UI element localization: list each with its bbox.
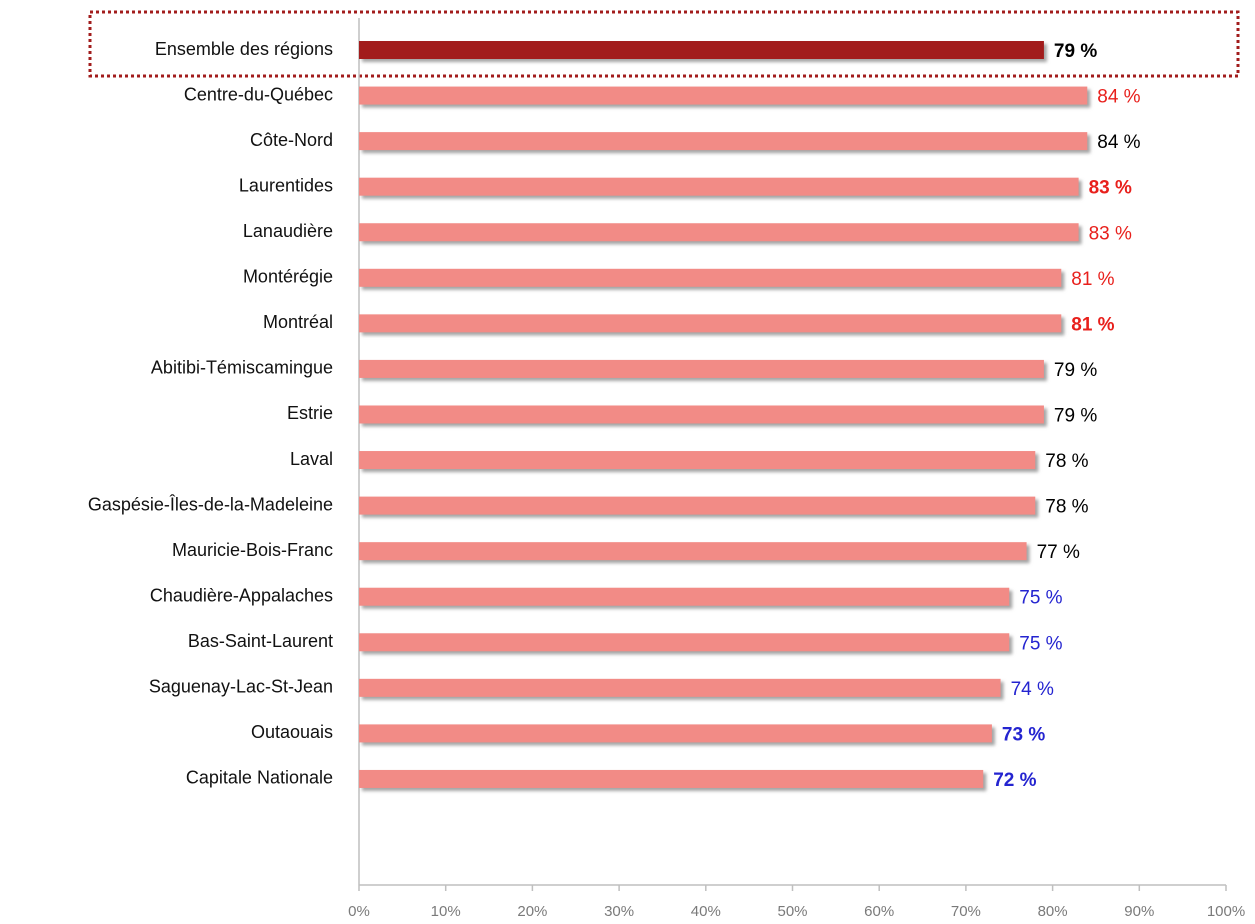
category-label: Laurentides [239,175,333,195]
bar [359,359,1044,378]
value-label: 81 % [1071,314,1114,335]
x-tick-label: 70% [951,903,981,920]
x-tick-label: 90% [1124,903,1154,920]
x-tick-label: 100% [1207,903,1245,920]
bar [359,177,1079,196]
category-label: Gaspésie-Îles-de-la-Madeleine [88,494,333,514]
bar [359,724,992,743]
bar [359,405,1044,424]
value-label: 75 % [1019,633,1062,654]
bar [359,86,1088,105]
category-label: Saguenay-Lac-St-Jean [149,677,333,697]
category-label: Laval [290,449,333,469]
bar [359,633,1010,652]
category-label: Côte-Nord [250,130,333,150]
category-label: Estrie [287,403,333,423]
category-label: Centre-du-Québec [184,84,333,104]
value-label: 75 % [1019,588,1062,609]
value-label: 78 % [1045,497,1088,518]
category-label: Montérégie [243,267,333,287]
value-label: 79 % [1054,405,1097,426]
bar [359,132,1088,151]
value-label: 84 % [1097,87,1140,108]
value-label: 84 % [1097,132,1140,153]
value-label: 83 % [1089,178,1132,199]
value-label: 74 % [1011,679,1054,700]
bar [359,496,1036,515]
bar [359,268,1062,287]
x-tick-label: 60% [864,903,894,920]
bar [359,587,1010,606]
x-tick-label: 30% [604,903,634,920]
bar [359,678,1001,697]
category-label: Outaouais [251,722,333,742]
category-label: Bas-Saint-Laurent [188,631,333,651]
bar [359,769,984,788]
value-label: 83 % [1089,223,1132,244]
category-label: Mauricie-Bois-Franc [172,540,333,560]
category-label: Ensemble des régions [155,39,333,59]
value-label: 73 % [1002,724,1045,745]
value-label: 79 % [1054,41,1097,62]
value-label: 72 % [993,770,1036,791]
value-label: 79 % [1054,360,1097,381]
x-tick-label: 80% [1038,903,1068,920]
category-label: Abitibi-Témiscamingue [151,358,333,378]
category-label: Montréal [263,312,333,332]
category-label: Chaudière-Appalaches [150,585,333,605]
bar [359,314,1062,333]
x-tick-label: 50% [777,903,807,920]
bar [359,41,1044,59]
x-tick-label: 0% [348,903,370,920]
value-label: 78 % [1045,451,1088,472]
x-tick-label: 20% [517,903,547,920]
bar [359,542,1027,561]
x-tick-label: 40% [691,903,721,920]
bar [359,451,1036,470]
x-tick-label: 10% [431,903,461,920]
bar [359,223,1079,242]
category-label: Lanaudière [243,221,333,241]
category-label: Capitale Nationale [186,768,333,788]
value-label: 81 % [1071,269,1114,290]
value-label: 77 % [1037,542,1080,563]
